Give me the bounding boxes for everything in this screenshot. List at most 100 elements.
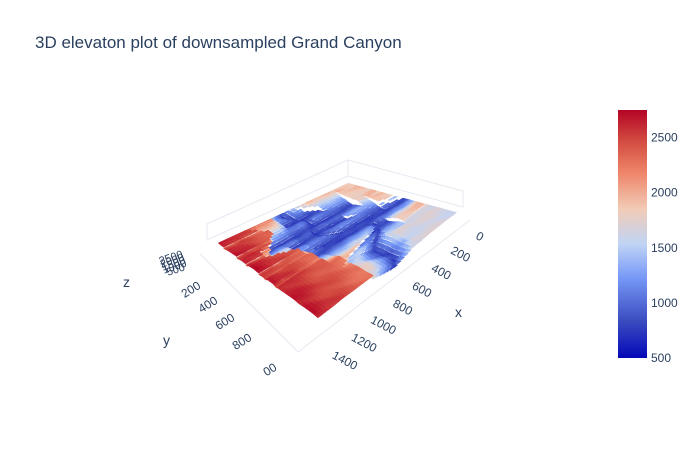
surface-cell — [268, 214, 276, 218]
surface-cell — [312, 203, 319, 208]
surface-cell — [221, 232, 229, 237]
colorbar-tick-label: 2000 — [651, 186, 678, 200]
surface-cell — [236, 220, 244, 224]
surface-cell — [328, 228, 336, 233]
surface-cell — [310, 193, 318, 197]
surface-cell — [415, 198, 422, 203]
surface-cell — [352, 183, 360, 185]
surface-cell — [363, 183, 371, 185]
surface-cell — [288, 204, 296, 208]
surface-cell — [451, 208, 459, 213]
surface-cell — [273, 282, 280, 287]
surface-cell — [387, 197, 395, 201]
colorbar-gradient — [618, 110, 647, 358]
floor-edge-left — [199, 253, 299, 353]
surface-cell — [223, 233, 231, 238]
surface-cell — [356, 183, 364, 186]
surface-cell — [263, 216, 271, 220]
right-wall — [347, 159, 464, 208]
surface-cell — [355, 183, 363, 184]
surface-cell — [421, 197, 428, 202]
surface-cell — [209, 231, 217, 235]
surface-cell — [297, 199, 304, 203]
surface-cell — [218, 234, 226, 238]
surface-cell — [409, 196, 416, 200]
elevation-surface[interactable] — [207, 174, 463, 319]
surface-cell — [400, 233, 407, 238]
surface-cell — [217, 236, 224, 241]
surface-cell — [256, 269, 263, 274]
surface-cell — [300, 197, 308, 201]
surface-cell — [365, 183, 373, 186]
surface-cell — [374, 185, 382, 189]
surface-cell — [319, 205, 326, 209]
surface-cell — [373, 219, 380, 223]
surface-cell — [345, 213, 353, 217]
surface-cell — [243, 260, 250, 265]
surface-cell — [416, 196, 424, 200]
surface-cell — [321, 206, 328, 211]
surface-cell — [207, 232, 213, 237]
surface-cell — [390, 189, 398, 194]
surface-cell — [350, 183, 358, 185]
surface-cell — [260, 215, 267, 219]
surface-cell — [355, 180, 360, 182]
surface-cell — [400, 216, 408, 221]
surface-cell — [269, 241, 276, 246]
surface-cell — [223, 225, 230, 230]
surface-cell — [370, 274, 378, 280]
surface-cell — [339, 183, 347, 184]
surface-cell — [349, 178, 354, 180]
surface-cell — [332, 183, 340, 187]
surface-cell — [405, 196, 413, 200]
surface-cell — [324, 186, 331, 190]
surface-cell — [358, 183, 365, 186]
surface-cell — [312, 193, 320, 197]
surface-cell — [306, 204, 314, 208]
surface-cell — [378, 217, 386, 221]
surface-cell — [362, 202, 369, 206]
y-tick-label: 600 — [213, 310, 238, 333]
surface-cell — [238, 225, 246, 229]
surface-cell — [317, 189, 325, 193]
surface-cell — [230, 230, 237, 235]
surface-cell — [336, 183, 344, 186]
surface-cell — [320, 187, 328, 191]
surface-cell — [360, 183, 368, 187]
surface-cell — [311, 216, 319, 220]
surface-cell — [245, 222, 253, 227]
surface-cell — [373, 185, 380, 189]
surface-cell — [260, 217, 268, 222]
surface-cell — [355, 187, 363, 192]
surface-cell — [228, 229, 236, 234]
surface-cell — [266, 212, 274, 217]
colorbar: 2500 2000 1500 1000 500 — [618, 110, 678, 365]
surface-cell — [327, 184, 335, 188]
surface-cell — [336, 228, 343, 233]
surface-cell — [234, 229, 241, 233]
surface-cell — [399, 191, 407, 195]
surface-cell — [271, 280, 278, 285]
surface-cell — [422, 198, 430, 202]
surface-cell — [261, 214, 269, 219]
surface-cell — [256, 211, 264, 215]
surface-cell — [414, 196, 422, 200]
surface-cell — [351, 179, 356, 181]
surface-cell — [432, 203, 440, 207]
surface-cell — [232, 228, 239, 232]
surface-cell — [286, 204, 294, 208]
surface-cell — [392, 190, 400, 194]
surface-cell — [335, 189, 343, 193]
surface-cell — [234, 252, 241, 257]
surface-cell — [401, 252, 409, 257]
surface-cell — [366, 204, 373, 209]
surface-cell — [382, 196, 389, 200]
surface-cell — [365, 185, 373, 189]
surface-cell — [438, 204, 445, 209]
surface-cell — [257, 219, 265, 223]
surface-cell — [317, 203, 325, 208]
surface-cell — [294, 205, 302, 209]
surface-cell — [417, 197, 424, 202]
